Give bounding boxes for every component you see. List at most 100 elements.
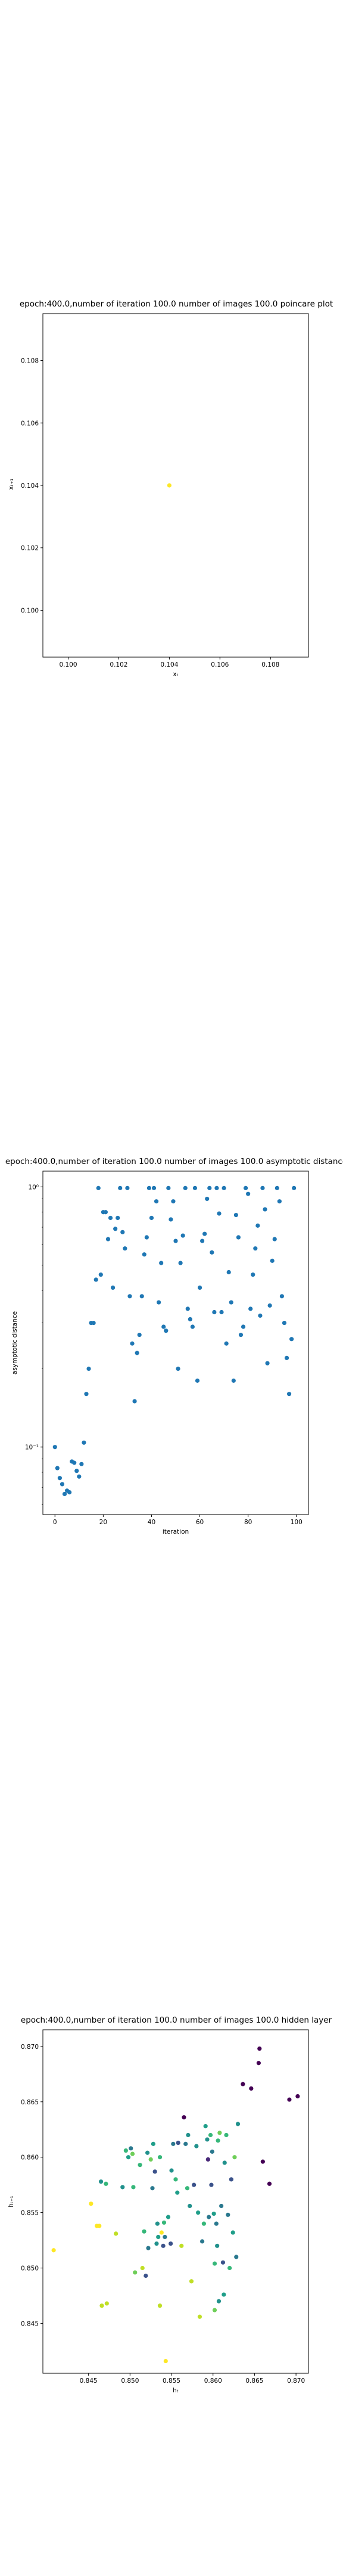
data-point (125, 1185, 130, 1190)
data-point (126, 2155, 131, 2160)
data-point (194, 2144, 199, 2148)
data-point (287, 2097, 292, 2102)
data-point (267, 2181, 272, 2186)
data-point (105, 1237, 111, 1241)
x-tick-label: 80 (244, 1519, 252, 1526)
data-point (140, 2265, 145, 2271)
asymptotic-distance-chart: epoch:400.0,number of iteration 100.0 nu… (5, 1157, 343, 1535)
data-point (205, 2157, 210, 2162)
data-point (226, 1270, 231, 1275)
data-point (238, 1332, 244, 1337)
data-point (224, 1341, 229, 1346)
data-point (222, 2160, 227, 2165)
data-point (211, 2211, 216, 2216)
data-point (74, 1469, 79, 1473)
poincare-plot-figure: epoch:400.0,number of iteration 100.0 nu… (0, 0, 343, 859)
y-tick-label: 0.104 (21, 482, 39, 490)
data-point (284, 1355, 289, 1360)
chart-title: epoch:400.0,number of iteration 100.0 nu… (20, 299, 333, 309)
tick-group: 0 20 40 60 80 100 10⁻¹ 10⁰ (25, 1184, 303, 1526)
data-point (201, 2221, 206, 2226)
data-point (169, 2168, 174, 2173)
data-point (227, 2265, 232, 2271)
x-tick-label: 60 (196, 1519, 204, 1526)
data-point (157, 2155, 163, 2160)
data-point (163, 2358, 168, 2364)
data-point (209, 2182, 214, 2187)
data-point (178, 1261, 183, 1265)
data-point (161, 2220, 167, 2225)
data-point (222, 2292, 226, 2297)
data-point (164, 1329, 169, 1333)
data-point (183, 1185, 188, 1190)
data-point (175, 2190, 180, 2195)
data-point (161, 1324, 166, 1329)
data-point (229, 2177, 233, 2182)
data-point (98, 2179, 104, 2184)
data-point (138, 2163, 142, 2168)
tick-group: 0.100 0.102 0.104 0.106 0.108 0.100 0.102 0.104… (21, 358, 279, 668)
data-point (256, 2061, 261, 2066)
data-point (217, 1211, 222, 1216)
data-point (99, 2303, 104, 2308)
data-point (127, 1294, 132, 1299)
chart-title: epoch:400.0,number of iteration 100.0 nu… (5, 1157, 343, 1166)
data-point (208, 2132, 213, 2138)
data-point (118, 1185, 123, 1190)
data-point (292, 1185, 297, 1190)
data-point (205, 2137, 210, 2142)
data-point (163, 2234, 167, 2240)
data-point (207, 1185, 212, 1190)
data-point (212, 2261, 217, 2266)
data-point (166, 2215, 171, 2219)
data-point (215, 2243, 220, 2248)
data-point (251, 1272, 255, 1277)
data-point (224, 2132, 229, 2138)
data-point (155, 2221, 160, 2226)
data-point (154, 1199, 159, 1204)
data-point (146, 2246, 151, 2250)
data-point (192, 1185, 198, 1190)
data-point (219, 1309, 224, 1315)
data-point (137, 1332, 142, 1337)
data-point (295, 2094, 300, 2099)
data-point (145, 2150, 150, 2155)
data-point (123, 1246, 127, 1251)
data-point (97, 2224, 102, 2228)
data-point (203, 2124, 208, 2129)
data-point (195, 1378, 200, 1383)
data-point (161, 2243, 166, 2248)
x-axis-label: hₜ (173, 2387, 179, 2394)
data-point (149, 1215, 154, 1221)
data-point (157, 2303, 163, 2308)
x-tick-label: 0.860 (204, 2377, 222, 2385)
y-tick-label: 0.845 (21, 2320, 39, 2327)
data-point (189, 2279, 194, 2284)
data-point (120, 1230, 125, 1234)
data-point (176, 1366, 180, 1371)
data-point (139, 1294, 144, 1299)
data-point (182, 2115, 186, 2120)
data-point (214, 2221, 219, 2226)
y-tick-label: 0.850 (21, 2265, 39, 2272)
data-point (171, 1199, 176, 1204)
data-point (96, 1185, 101, 1190)
plot-frame (42, 1171, 309, 1515)
data-point (188, 2203, 192, 2209)
data-point (60, 1482, 65, 1487)
data-point (241, 1324, 246, 1329)
data-point (62, 1491, 67, 1497)
data-point (142, 1252, 146, 1257)
y-tick-label: 0.860 (21, 2154, 39, 2162)
data-point (151, 1185, 157, 1190)
data-point (131, 2185, 136, 2190)
data-point (282, 1320, 287, 1326)
data-point (185, 1306, 190, 1311)
data-point (236, 1235, 241, 1240)
data-point (98, 1272, 103, 1277)
data-point (270, 1258, 275, 1263)
data-point (197, 1285, 202, 1290)
data-point (229, 1300, 233, 1305)
data-point (79, 1462, 84, 1466)
x-tick-label: 0.102 (110, 661, 127, 668)
